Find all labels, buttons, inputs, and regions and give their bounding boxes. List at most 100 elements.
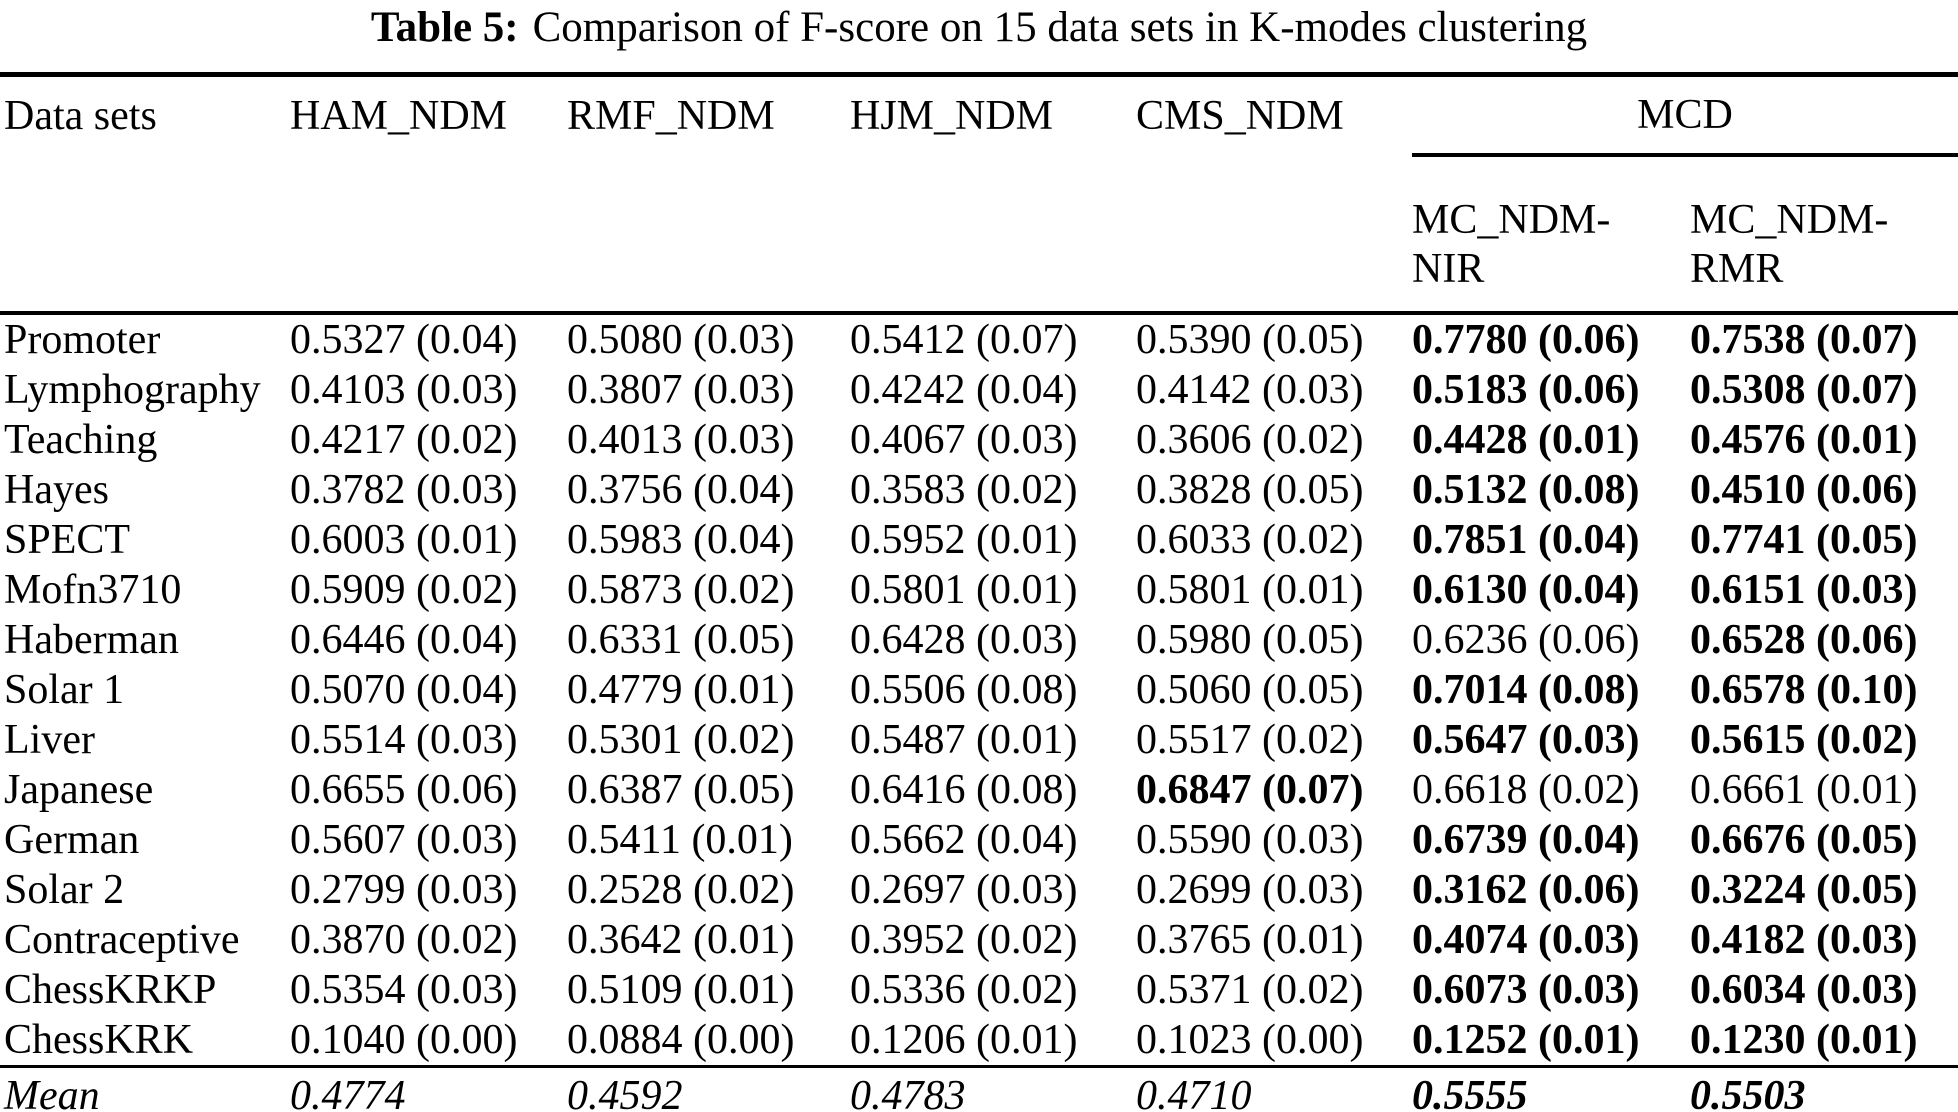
value-cell: 0.5132 (0.08) [1412, 467, 1640, 513]
header-spacer [0, 155, 290, 315]
column-header-hjm-ndm: HJM_NDM [850, 93, 1054, 139]
table-row: Liver 0.5514 (0.03) 0.5301 (0.02) 0.5487 (0… [0, 715, 1958, 765]
table-row: Solar 2 0.2799 (0.03) 0.2528 (0.02) 0.2697 … [0, 865, 1958, 915]
value-cell: 0.6847 (0.07) [1136, 767, 1364, 813]
value-cell: 0.5060 (0.05) [1136, 667, 1364, 713]
table-row: Mofn3710 0.5909 (0.02) 0.5873 (0.02) 0.5801… [0, 565, 1958, 615]
value-cell: 0.7851 (0.04) [1412, 517, 1640, 563]
value-cell: 0.5080 (0.03) [567, 317, 795, 363]
value-cell: 0.7741 (0.05) [1690, 517, 1918, 563]
value-cell: 0.4576 (0.01) [1690, 417, 1918, 463]
value-cell: 0.5506 (0.08) [850, 667, 1078, 713]
value-cell: 0.5801 (0.01) [1136, 567, 1364, 613]
dataset-name-cell: Solar 1 [4, 667, 125, 713]
value-cell: 0.7538 (0.07) [1690, 317, 1918, 363]
value-cell: 0.5909 (0.02) [290, 567, 518, 613]
table-header: Data sets HAM_NDM RMF_NDM HJM_NDM CMS_ND… [0, 74, 1958, 315]
dataset-name-cell: Haberman [4, 617, 179, 663]
column-header-line: MC_NDM- [1690, 196, 1889, 243]
value-cell: 0.4779 (0.01) [567, 667, 795, 713]
value-cell: 0.6236 (0.06) [1412, 617, 1640, 663]
table-caption: Table 5: Comparison of F-score on 15 data… [0, 0, 1958, 72]
value-cell: 0.2697 (0.03) [850, 867, 1078, 913]
value-cell: 0.4774 [290, 1065, 567, 1112]
value-cell: 0.3828 (0.05) [1136, 467, 1364, 513]
value-cell: 0.6428 (0.03) [850, 617, 1078, 663]
value-cell: 0.6578 (0.10) [1690, 667, 1918, 713]
value-cell: 0.2699 (0.03) [1136, 867, 1364, 913]
column-header-line: MC_NDM- [1412, 196, 1611, 243]
value-cell: 0.4067 (0.03) [850, 417, 1078, 463]
value-cell: 0.4217 (0.02) [290, 417, 518, 463]
value-cell: 0.5514 (0.03) [290, 717, 518, 763]
table-caption-number: Table 5: [370, 4, 519, 51]
value-cell: 0.3870 (0.02) [290, 917, 518, 963]
value-cell: 0.4783 [850, 1065, 1136, 1112]
value-cell: 0.5412 (0.07) [850, 317, 1078, 363]
value-cell: 0.5590 (0.03) [1136, 817, 1364, 863]
value-cell: 0.3162 (0.06) [1412, 867, 1640, 913]
table-row: Solar 1 0.5070 (0.04) 0.4779 (0.01) 0.5506 … [0, 665, 1958, 715]
column-header-cms-ndm: CMS_NDM [1136, 93, 1344, 139]
column-header-line: RMR [1690, 246, 1784, 293]
value-cell: 0.6655 (0.06) [290, 767, 518, 813]
value-cell: 0.5183 (0.06) [1412, 367, 1640, 413]
value-cell: 0.5371 (0.02) [1136, 967, 1364, 1013]
table-row: Promoter 0.5327 (0.04) 0.5080 (0.03) 0.5412… [0, 313, 1958, 365]
header-row-sub: MC_NDM- NIR MC_NDM- RMR [0, 155, 1958, 315]
value-cell: 0.5801 (0.01) [850, 567, 1078, 613]
value-cell: 0.6130 (0.04) [1412, 567, 1640, 613]
mean-label-cell: Mean [0, 1065, 290, 1112]
value-cell: 0.6003 (0.01) [290, 517, 518, 563]
value-cell: 0.5503 [1690, 1065, 1958, 1112]
value-cell: 0.2528 (0.02) [567, 867, 795, 913]
value-cell: 0.5647 (0.03) [1412, 717, 1640, 763]
dataset-name-cell: Lymphography [4, 367, 261, 413]
value-cell: 0.6446 (0.04) [290, 617, 518, 663]
value-cell: 0.3583 (0.02) [850, 467, 1078, 513]
value-cell: 0.3224 (0.05) [1690, 867, 1918, 913]
value-cell: 0.6416 (0.08) [850, 767, 1078, 813]
value-cell: 0.5354 (0.03) [290, 967, 518, 1013]
value-cell: 0.6676 (0.05) [1690, 817, 1918, 863]
value-cell: 0.5070 (0.04) [290, 667, 518, 713]
value-cell: 0.5109 (0.01) [567, 967, 795, 1013]
value-cell: 0.5662 (0.04) [850, 817, 1078, 863]
fscore-table: Data sets HAM_NDM RMF_NDM HJM_NDM CMS_ND… [0, 72, 1958, 1112]
value-cell: 0.1230 (0.01) [1690, 1017, 1918, 1063]
value-cell: 0.2799 (0.03) [290, 867, 518, 913]
dataset-name-cell: Mofn3710 [4, 567, 182, 613]
value-cell: 0.3765 (0.01) [1136, 917, 1364, 963]
table-row: SPECT 0.6003 (0.01) 0.5983 (0.04) 0.5952 (0… [0, 515, 1958, 565]
value-cell: 0.6661 (0.01) [1690, 767, 1918, 813]
dataset-name-cell: German [4, 817, 140, 863]
table-row: Teaching 0.4217 (0.02) 0.4013 (0.03) 0.4067… [0, 415, 1958, 465]
dataset-name-cell: ChessKRKP [4, 967, 217, 1013]
dataset-name-cell: Teaching [4, 417, 158, 463]
value-cell: 0.4103 (0.03) [290, 367, 518, 413]
value-cell: 0.5487 (0.01) [850, 717, 1078, 763]
column-header-datasets: Data sets [4, 93, 157, 139]
value-cell: 0.5301 (0.02) [567, 717, 795, 763]
table-row: Hayes 0.3782 (0.03) 0.3756 (0.04) 0.3583 (0… [0, 465, 1958, 515]
column-header-rmf-ndm: RMF_NDM [567, 93, 775, 139]
value-cell: 0.6033 (0.02) [1136, 517, 1364, 563]
value-cell: 0.1252 (0.01) [1412, 1017, 1640, 1063]
value-cell: 0.1206 (0.01) [850, 1017, 1078, 1063]
value-cell: 0.5873 (0.02) [567, 567, 795, 613]
value-cell: 0.1023 (0.00) [1136, 1017, 1364, 1063]
table-caption-text: Comparison of F-score on 15 data sets in… [532, 4, 1588, 51]
dataset-name-cell: Solar 2 [4, 867, 125, 913]
value-cell: 0.5983 (0.04) [567, 517, 795, 563]
table-row: Haberman 0.6446 (0.04) 0.6331 (0.05) 0.6428… [0, 615, 1958, 665]
value-cell: 0.4428 (0.01) [1412, 417, 1640, 463]
value-cell: 0.3642 (0.01) [567, 917, 795, 963]
value-cell: 0.5980 (0.05) [1136, 617, 1364, 663]
header-spacer [1136, 155, 1412, 315]
value-cell: 0.3952 (0.02) [850, 917, 1078, 963]
table-row: Lymphography 0.4103 (0.03) 0.3807 (0.03) 0.… [0, 365, 1958, 415]
value-cell: 0.6151 (0.03) [1690, 567, 1918, 613]
value-cell: 0.5308 (0.07) [1690, 367, 1918, 413]
value-cell: 0.5615 (0.02) [1690, 717, 1918, 763]
